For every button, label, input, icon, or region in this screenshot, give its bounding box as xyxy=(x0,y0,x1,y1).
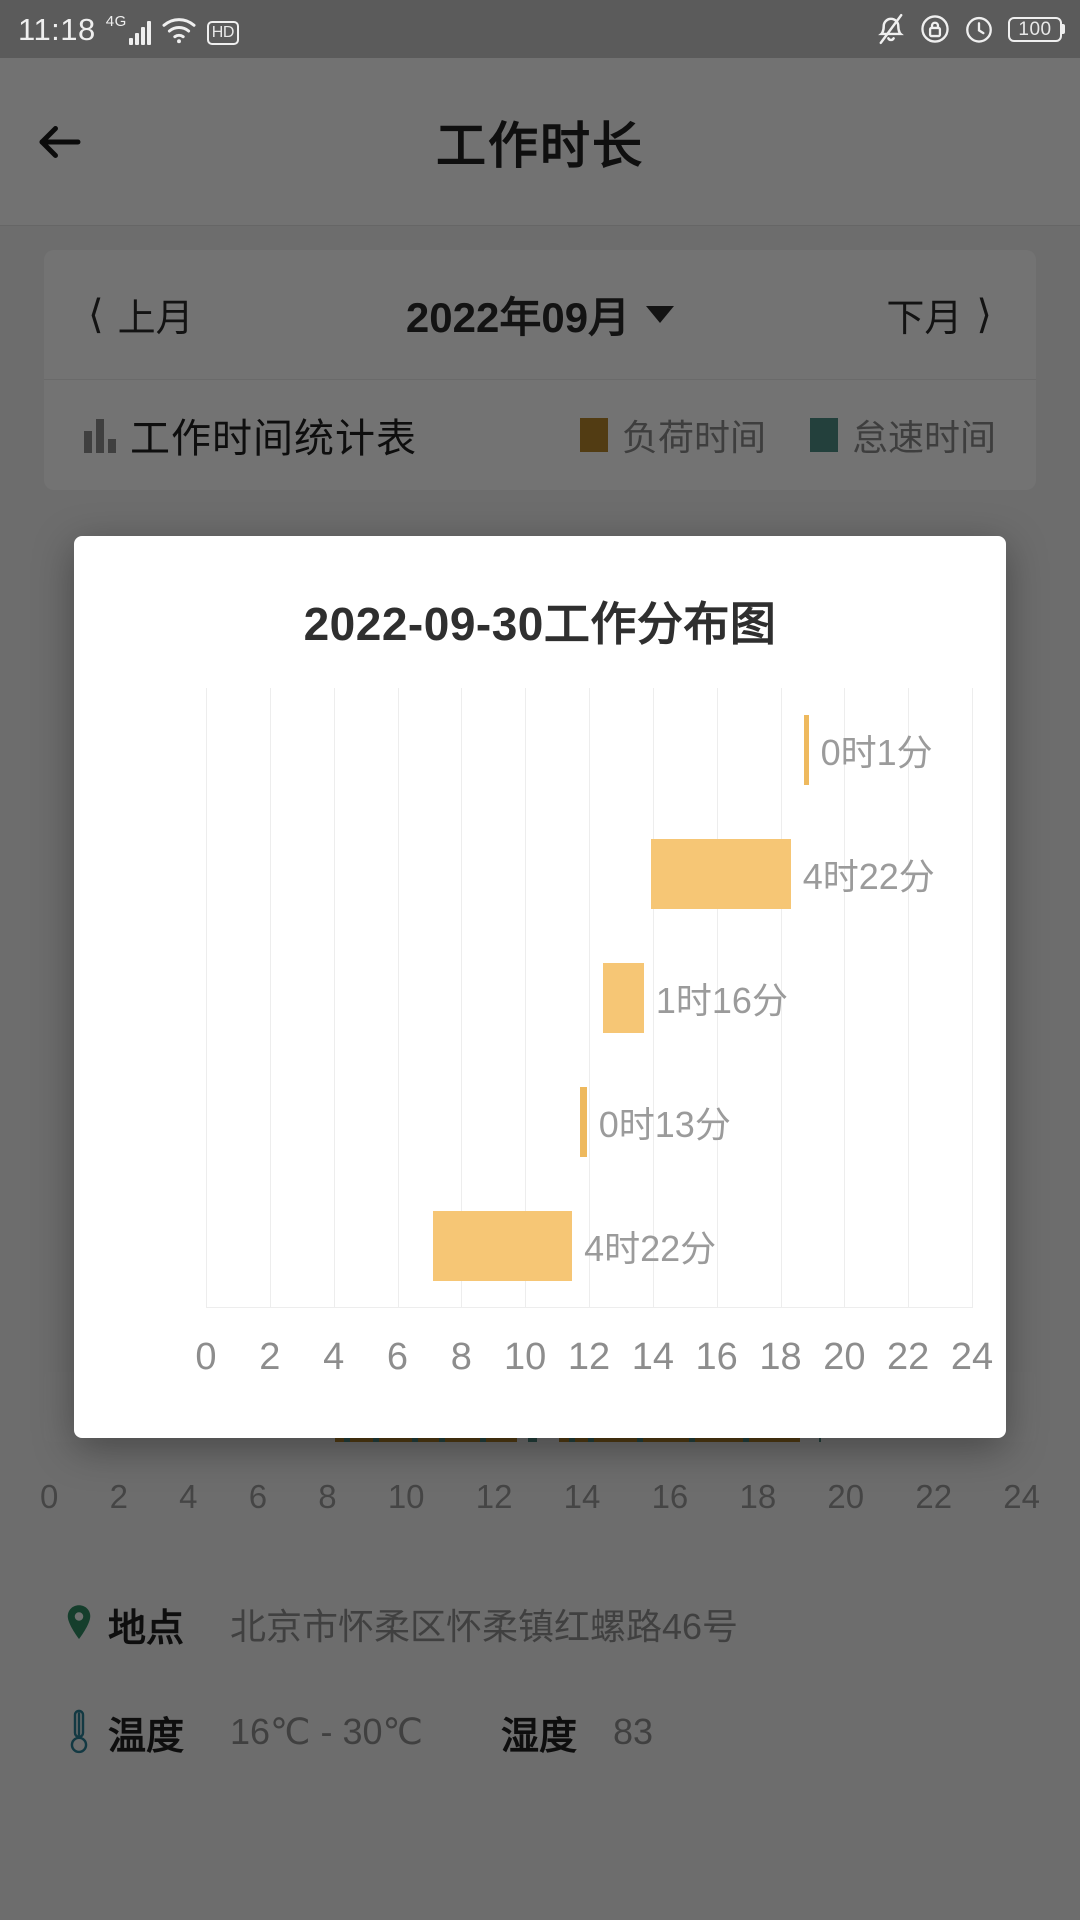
chevron-right-icon: ⟩ xyxy=(976,292,992,337)
timeline-axis-tick: 12 xyxy=(475,1478,513,1515)
chart-gridline xyxy=(206,688,207,1308)
month-selector: ⟨ 上月 2022年09月 下月 ⟩ xyxy=(44,250,1036,380)
location-value: 北京市怀柔区怀柔镇红螺路46号 xyxy=(230,1606,739,1647)
legend-label-load: 负荷时间 xyxy=(621,417,766,458)
chart-bar-label: 4时22分 xyxy=(584,1228,717,1269)
chart-gridline xyxy=(972,688,973,1308)
timeline-axis-tick: 4 xyxy=(179,1478,198,1515)
status-time: 11:18 xyxy=(18,11,96,47)
chart-bar-label: 1时16分 xyxy=(655,980,788,1021)
wifi-icon xyxy=(161,17,197,45)
map-pin-icon xyxy=(56,1604,102,1644)
timeline-axis-tick: 22 xyxy=(915,1478,953,1515)
temperature-row: 温度 16℃ - 30℃ 湿度 83 xyxy=(0,1684,1080,1780)
page-title: 工作时长 xyxy=(436,117,644,174)
chart-x-tick: 2 xyxy=(259,1336,281,1378)
chart-x-tick: 12 xyxy=(567,1336,611,1378)
app-bar: 工作时长 xyxy=(0,58,1080,226)
chart-x-tick: 10 xyxy=(504,1336,547,1378)
chart-x-tick: 6 xyxy=(386,1336,409,1378)
timeline-axis-tick: 10 xyxy=(387,1478,425,1515)
timeline-axis: 0 2 4 6 8 10 12 14 16 18 20 22 24 xyxy=(40,1478,1040,1516)
chart-gridline xyxy=(844,688,846,1308)
current-month-label: 2022年09月 xyxy=(405,294,631,341)
alarm-clock-icon xyxy=(964,14,994,44)
prev-month-button[interactable]: ⟨ 上月 xyxy=(88,287,194,342)
chart-bar-label: 0时13分 xyxy=(598,1104,731,1145)
timeline-axis-tick: 24 xyxy=(1003,1478,1040,1515)
chart-gridline xyxy=(333,688,335,1308)
lock-icon xyxy=(920,14,950,44)
chart-bar-label: 4时22分 xyxy=(802,856,935,897)
timeline-axis-tick: 16 xyxy=(651,1478,689,1515)
chart-x-tick: 14 xyxy=(631,1336,674,1378)
chart-gridline xyxy=(269,688,271,1308)
chart-gridline xyxy=(397,688,399,1308)
dialog-title: 2022-09-30工作分布图 xyxy=(303,598,777,650)
legend-label-idle: 怠速时间 xyxy=(851,417,996,458)
timeline-axis-tick: 14 xyxy=(563,1478,601,1515)
temperature-value: 16℃ - 30℃ xyxy=(230,1711,423,1752)
timeline-axis-tick: 6 xyxy=(248,1478,268,1515)
legend-swatch-load xyxy=(579,418,608,452)
chart-bar xyxy=(603,963,644,1033)
stats-header: 工作时间统计表 负荷时间 怠速时间 xyxy=(44,380,1036,490)
chart-bar xyxy=(432,1211,573,1281)
chart-gridline xyxy=(589,688,590,1308)
chart-x-tick: 22 xyxy=(887,1336,930,1378)
chart-bar xyxy=(580,1087,587,1157)
humidity-value: 83 xyxy=(612,1711,654,1752)
timeline-axis-tick: 20 xyxy=(827,1478,865,1515)
chart-baseline xyxy=(206,1307,972,1308)
chart-x-tick: 18 xyxy=(759,1336,802,1378)
chart-gridline xyxy=(652,688,654,1308)
chevron-left-icon: ⟨ xyxy=(88,292,104,337)
legend-item-idle: 怠速时间 xyxy=(809,409,996,461)
temperature-label: 温度 xyxy=(108,1715,185,1758)
chart-x-tick: 16 xyxy=(695,1336,738,1378)
timeline-axis-tick: 2 xyxy=(109,1478,128,1515)
battery-indicator: 100 xyxy=(1008,16,1062,42)
legend-item-load: 负荷时间 xyxy=(579,409,766,461)
chart-x-tick: 8 xyxy=(450,1336,472,1378)
chart-x-tick: 24 xyxy=(950,1336,994,1378)
chevron-down-icon xyxy=(646,306,675,323)
work-distribution-dialog[interactable]: 2022-09-30工作分布图 0时1分 4时22分 1时16分 0时13分 4时22分… xyxy=(74,536,1006,1438)
next-month-button[interactable]: 下月 ⟩ xyxy=(886,287,992,342)
month-card: ⟨ 上月 2022年09月 下月 ⟩ 工作时间统计表 xyxy=(44,250,1036,490)
chart-bar xyxy=(651,839,791,909)
network-type-label: 4G xyxy=(105,12,127,30)
timeline-axis-tick: 18 xyxy=(739,1478,777,1515)
chart-bar xyxy=(804,715,809,785)
signal-bars-icon: 4G xyxy=(106,14,151,45)
next-month-label: 下月 xyxy=(886,298,963,340)
location-row: 地点 北京市怀柔区怀柔镇红螺路46号 xyxy=(0,1576,1080,1672)
humidity-label: 湿度 xyxy=(500,1715,577,1758)
timeline-axis-tick: 0 xyxy=(40,1478,59,1515)
chart-x-tick: 0 xyxy=(195,1336,217,1378)
chart-x-tick: 20 xyxy=(823,1336,866,1378)
chart-x-axis: 0 2 4 6 8 10 12 14 16 18 20 22 24 xyxy=(195,1336,993,1386)
status-bar: 11:18 4G HD xyxy=(0,0,1080,58)
chart-bar-label: 0时1分 xyxy=(820,732,933,773)
thermometer-icon xyxy=(56,1709,102,1755)
stats-title: 工作时间统计表 xyxy=(130,417,417,461)
bell-muted-icon xyxy=(876,13,906,45)
bar-chart-icon xyxy=(84,417,116,453)
distribution-chart-plot: 0时1分 4时22分 1时16分 0时13分 4时22分 xyxy=(206,688,973,1308)
prev-month-label: 上月 xyxy=(117,298,194,340)
legend-swatch-idle xyxy=(809,418,838,452)
current-month-dropdown[interactable]: 2022年09月 xyxy=(405,284,675,345)
timeline-axis-tick: 8 xyxy=(318,1478,337,1515)
location-label: 地点 xyxy=(108,1607,185,1650)
chart-x-tick: 4 xyxy=(323,1336,345,1378)
chart-gridline xyxy=(908,688,910,1308)
hd-icon: HD xyxy=(206,20,239,45)
